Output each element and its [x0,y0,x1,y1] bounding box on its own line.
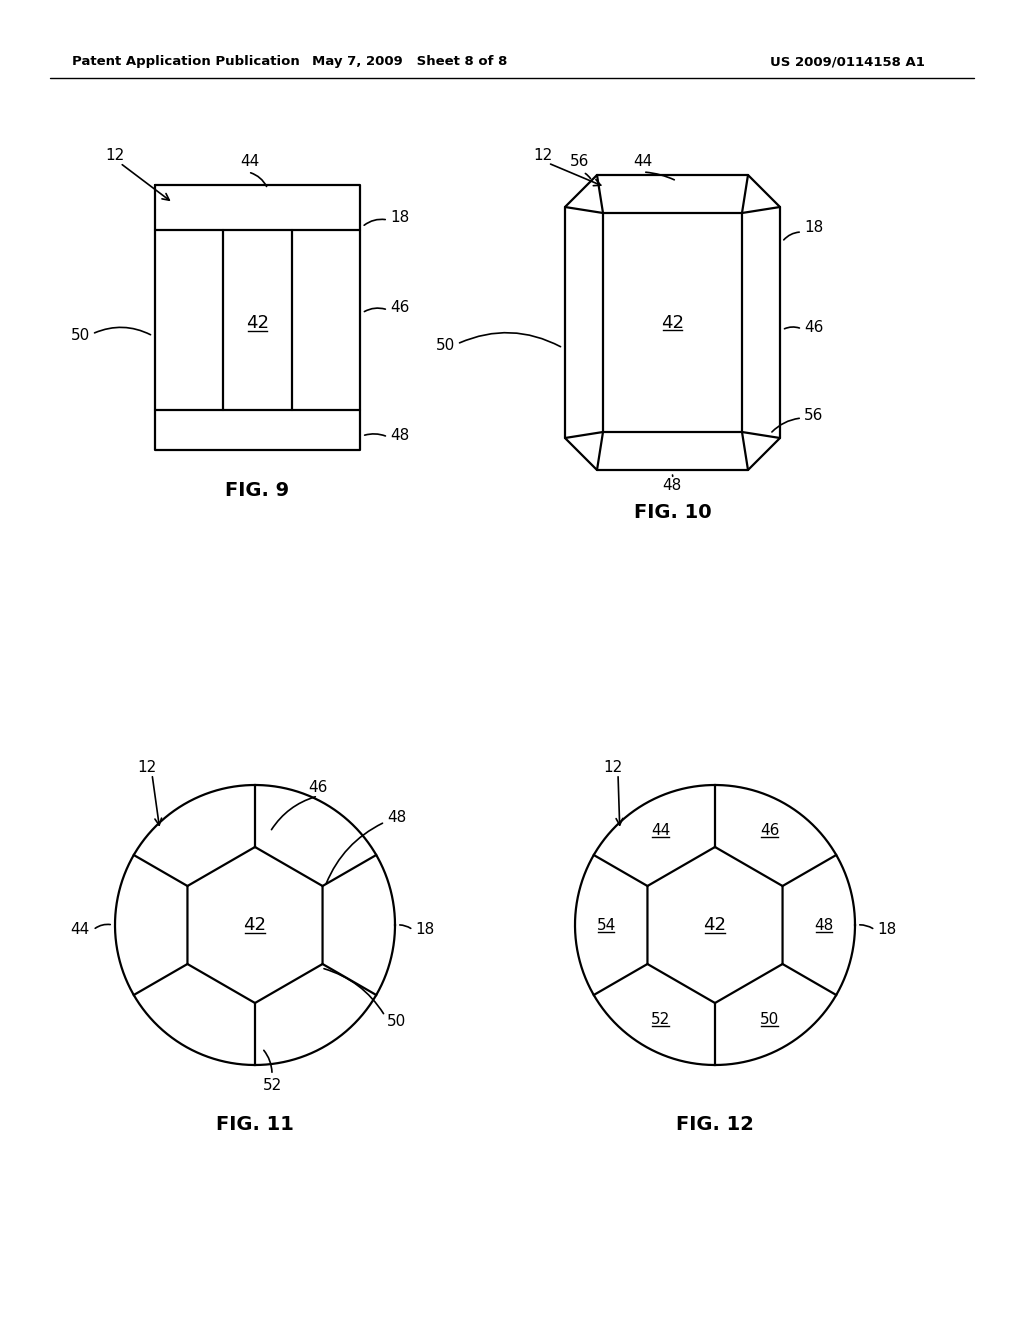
Text: 52: 52 [651,1012,670,1027]
Text: 42: 42 [244,916,266,935]
Text: 48: 48 [390,428,410,442]
Text: 18: 18 [415,923,434,937]
Text: 56: 56 [804,408,823,422]
Text: 44: 44 [651,824,670,838]
Text: 44: 44 [634,154,652,169]
Text: 46: 46 [760,824,779,838]
Text: 50: 50 [436,338,455,352]
Text: 50: 50 [387,1015,407,1030]
Text: 50: 50 [71,327,90,342]
Text: 46: 46 [804,319,823,334]
Text: FIG. 10: FIG. 10 [634,503,712,521]
Text: 52: 52 [262,1077,282,1093]
Text: 48: 48 [814,917,834,932]
Text: 44: 44 [241,154,260,169]
Text: 48: 48 [663,479,682,494]
Text: 46: 46 [390,301,410,315]
Text: FIG. 12: FIG. 12 [676,1115,754,1134]
Text: 12: 12 [137,759,157,775]
Text: 12: 12 [534,149,553,164]
Text: 12: 12 [603,759,623,775]
Text: 56: 56 [570,154,590,169]
Text: 44: 44 [71,923,90,937]
Text: 48: 48 [387,810,407,825]
Text: 42: 42 [662,314,684,331]
Text: 46: 46 [308,780,328,795]
Text: May 7, 2009   Sheet 8 of 8: May 7, 2009 Sheet 8 of 8 [312,55,508,69]
Text: 54: 54 [596,917,615,932]
Text: Patent Application Publication: Patent Application Publication [72,55,300,69]
Text: 18: 18 [804,220,823,235]
Text: US 2009/0114158 A1: US 2009/0114158 A1 [770,55,925,69]
Text: 18: 18 [877,923,896,937]
Text: FIG. 11: FIG. 11 [216,1115,294,1134]
Text: FIG. 9: FIG. 9 [225,480,290,499]
Text: 42: 42 [246,314,269,331]
Text: 42: 42 [703,916,726,935]
Text: 50: 50 [760,1012,779,1027]
Text: 18: 18 [390,210,410,226]
Text: 12: 12 [105,148,125,162]
